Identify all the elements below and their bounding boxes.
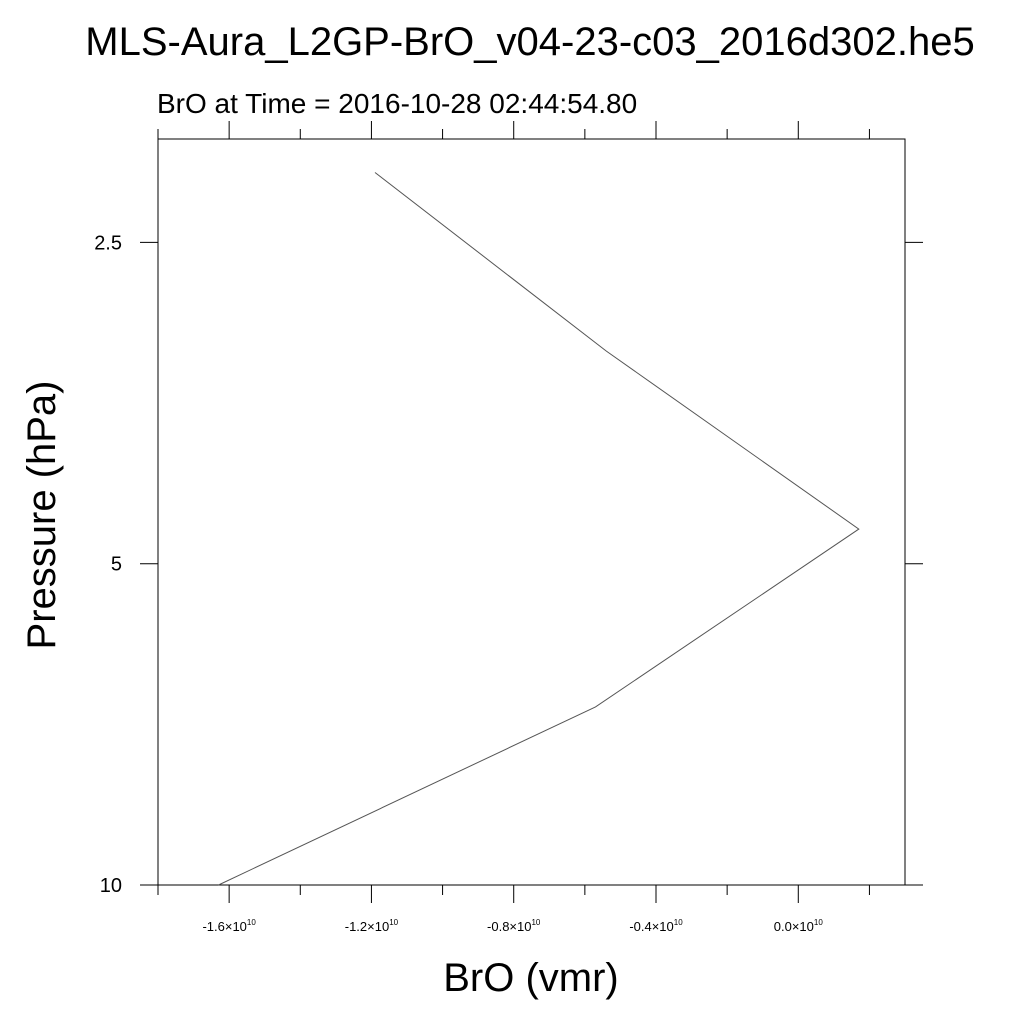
chart-title: MLS-Aura_L2GP-BrO_v04-23-c03_2016d302.he… [85, 20, 974, 64]
y-tick-labels: 2.5 5 10 [94, 232, 122, 897]
series-line [218, 172, 860, 886]
x-axis-label: BrO (vmr) [443, 956, 619, 1000]
axis-ticks [140, 121, 923, 903]
x-tick-label: -0.4×1010 [629, 918, 683, 934]
x-tick-label: -1.2×1010 [345, 918, 399, 934]
y-tick-label: 2.5 [94, 232, 122, 254]
x-tick-label: -0.8×1010 [487, 918, 541, 934]
y-tick-label: 10 [100, 875, 122, 897]
y-axis-label: Pressure (hPa) [20, 381, 64, 650]
x-tick-labels: -1.6×1010 -1.2×1010 -0.8×1010 -0.4×1010 0.0×… [202, 918, 823, 934]
chart-subtitle: BrO at Time = 2016-10-28 02:44:54.80 [157, 88, 637, 119]
x-tick-label: -1.6×1010 [202, 918, 256, 934]
x-tick-label: 0.0×1010 [774, 918, 824, 934]
plot-frame [157, 138, 906, 886]
y-tick-label: 5 [111, 554, 122, 576]
